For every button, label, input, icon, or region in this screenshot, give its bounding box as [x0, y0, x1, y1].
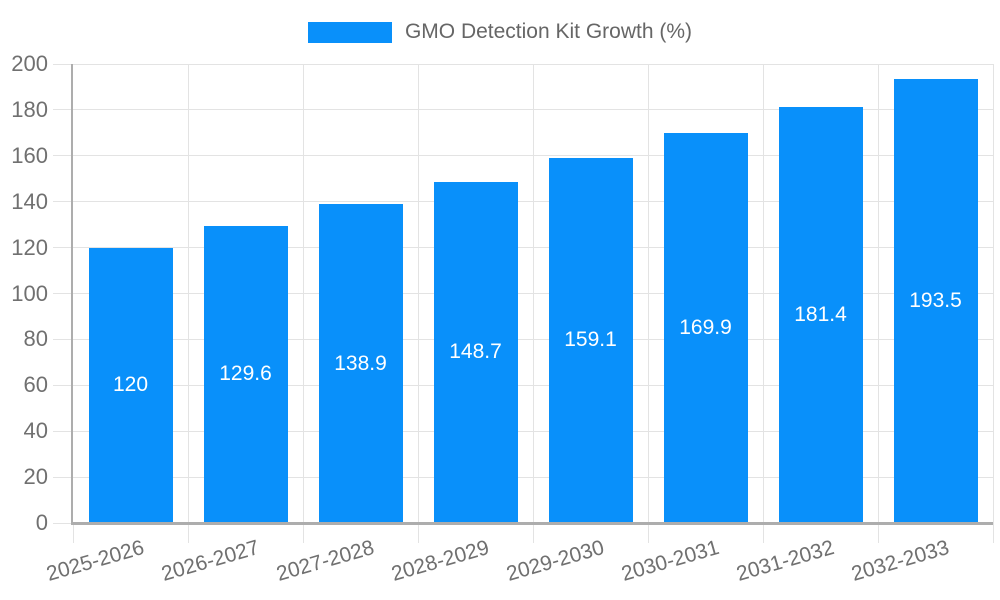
y-gridline — [53, 384, 993, 386]
x-axis-line — [71, 522, 993, 525]
x-gridline — [302, 64, 304, 543]
legend[interactable]: GMO Detection Kit Growth (%) — [0, 20, 1000, 44]
x-axis-category-label: 2029-2030 — [503, 536, 607, 586]
bar-value-label: 159.1 — [564, 328, 617, 352]
bar-value-label: 120 — [112, 373, 149, 397]
y-axis-tick-label: 20 — [23, 464, 48, 490]
x-gridline — [647, 64, 649, 543]
y-axis-tick-label: 60 — [23, 372, 48, 398]
bar[interactable]: 120 — [88, 247, 173, 523]
y-axis-line — [71, 64, 73, 523]
y-gridline — [53, 430, 993, 432]
bar-value-label: 138.9 — [334, 351, 387, 375]
y-gridline — [53, 247, 993, 249]
x-axis-category-label: 2026-2027 — [158, 536, 262, 586]
x-axis-category-label: 2032-2033 — [848, 536, 952, 586]
bar[interactable]: 169.9 — [663, 133, 748, 523]
legend-swatch — [307, 21, 392, 43]
bar[interactable]: 181.4 — [778, 106, 863, 523]
x-gridline — [762, 64, 764, 543]
bar-value-label: 193.5 — [909, 288, 962, 312]
y-gridline — [53, 293, 993, 294]
bar-value-label: 181.4 — [794, 302, 847, 326]
bar[interactable]: 138.9 — [318, 204, 403, 523]
y-gridline — [53, 63, 993, 65]
x-gridline — [992, 64, 994, 543]
y-axis-tick-label: 200 — [11, 51, 48, 76]
y-gridline — [53, 476, 993, 478]
bar-value-label: 169.9 — [679, 316, 732, 340]
bar[interactable]: 148.7 — [433, 181, 518, 523]
y-axis-tick-label: 140 — [11, 188, 48, 214]
y-axis-tick-label: 120 — [11, 234, 48, 260]
x-axis-tick — [72, 523, 74, 543]
y-axis-tick-label: 160 — [11, 142, 48, 168]
x-axis-category-label: 2031-2032 — [733, 536, 837, 586]
legend-label: GMO Detection Kit Growth (%) — [404, 20, 693, 43]
y-axis-tick-label: 180 — [11, 96, 48, 122]
bar[interactable]: 129.6 — [203, 225, 288, 523]
x-gridline — [187, 64, 189, 543]
x-gridline — [877, 64, 879, 543]
bar-value-label: 148.7 — [449, 340, 502, 364]
x-axis-category-label: 2027-2028 — [273, 536, 377, 586]
y-axis-tick-label: 0 — [35, 510, 48, 535]
y-gridline — [53, 155, 993, 157]
y-axis-tick-label: 80 — [23, 326, 48, 352]
y-gridline — [53, 201, 993, 203]
bar[interactable]: 159.1 — [548, 157, 633, 523]
x-axis-category-label: 2025-2026 — [43, 536, 147, 586]
y-gridline — [53, 109, 993, 111]
y-gridline — [53, 338, 993, 340]
x-gridline — [532, 64, 534, 543]
bar[interactable]: 193.5 — [893, 78, 978, 523]
y-axis-tick-label: 40 — [23, 418, 48, 444]
bar-value-label: 129.6 — [219, 362, 272, 386]
x-axis-category-label: 2030-2031 — [618, 536, 722, 586]
x-gridline — [417, 64, 419, 543]
x-axis-category-label: 2028-2029 — [388, 536, 492, 586]
y-axis-tick-label: 100 — [11, 280, 48, 306]
